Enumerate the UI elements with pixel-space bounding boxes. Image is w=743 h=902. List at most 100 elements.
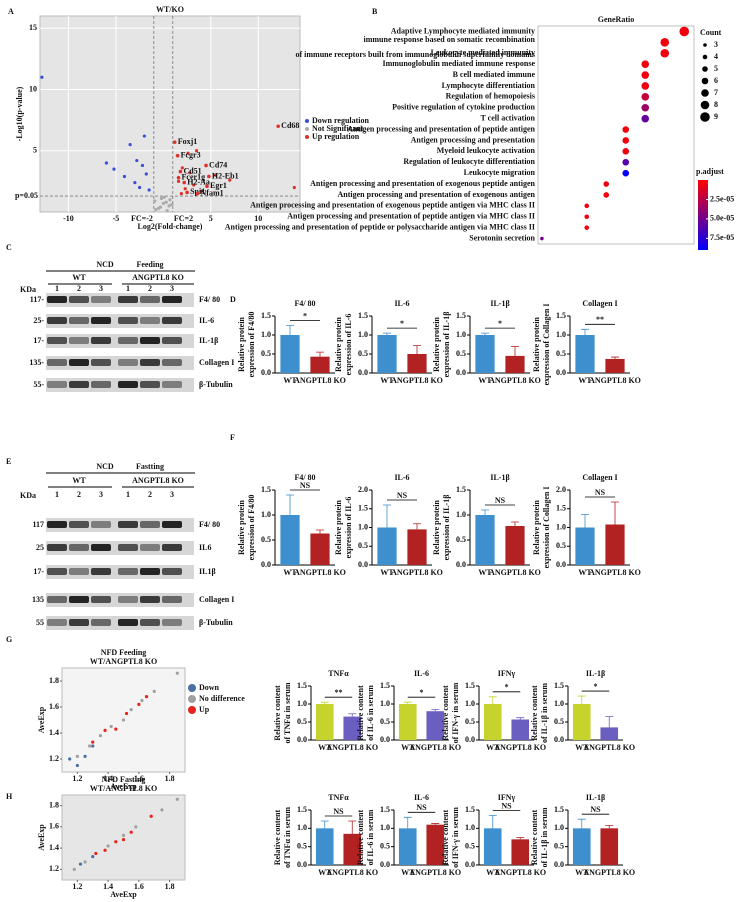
x-tick-label: ANGPTL8 KO	[409, 743, 461, 752]
bar	[575, 527, 595, 565]
blot-band	[91, 619, 111, 626]
bar	[398, 828, 417, 865]
y-tick-label: 1.4	[49, 843, 59, 852]
legend-label: No difference	[199, 694, 245, 703]
marker-label: 117	[32, 520, 44, 529]
y-axis-label: expression of IL-1β	[442, 495, 451, 561]
error-bar	[383, 332, 391, 335]
dot	[622, 158, 630, 166]
protein-label: β-Tubulin	[199, 618, 233, 627]
point	[162, 195, 166, 199]
y-axis-label: Relative protein	[432, 500, 441, 555]
term-label: Positive regulation of cytokine producti…	[392, 103, 535, 112]
y-tick-label: 0.5	[380, 717, 390, 726]
y-axis-label: Relative protein	[532, 317, 541, 372]
blot-band	[140, 544, 160, 551]
y-axis-label: of TNFα in serum	[283, 682, 292, 743]
error-bar	[431, 823, 440, 825]
legend-marker	[305, 119, 309, 123]
y-tick-label: 0.5	[297, 717, 307, 726]
error-bar	[320, 820, 329, 829]
y-tick-label: 0.5	[358, 541, 368, 550]
chart-title: IFNγ	[498, 669, 516, 678]
blot-band	[69, 296, 89, 303]
point	[158, 205, 163, 209]
y-axis-label: AveExp	[37, 824, 46, 851]
y-axis-label: Relative content	[273, 810, 282, 866]
blot-band	[140, 568, 160, 575]
legend-title: p.adjust	[696, 167, 724, 176]
point	[140, 163, 145, 168]
point-label: Cd74	[209, 160, 227, 169]
significance-label: *	[505, 683, 509, 692]
y-tick-label: 0.5	[261, 535, 271, 544]
y-tick-label: 0.0	[554, 860, 564, 869]
dot	[641, 93, 650, 101]
bar	[505, 526, 525, 565]
size-legend-dot	[700, 112, 710, 122]
term-label: of immune receptors built from immunoglo…	[296, 50, 536, 59]
significance-label: **	[335, 688, 343, 697]
point	[147, 188, 151, 192]
error-bar	[488, 696, 497, 704]
y-axis-label: Relative protein	[432, 317, 441, 372]
chart-title: WT/ANGPTL8 KO	[90, 784, 157, 793]
significance-label: NS	[333, 807, 344, 816]
point	[175, 671, 179, 675]
y-tick-label: 1.0	[456, 330, 466, 339]
blot-band	[47, 317, 67, 324]
error-bar	[516, 837, 525, 840]
y-tick-label: 0.5	[358, 349, 368, 358]
point	[186, 151, 190, 155]
chart-title: Collagen I	[582, 299, 617, 308]
y-tick-label: 0.5	[456, 535, 466, 544]
blot-band	[47, 337, 67, 344]
blot-band	[140, 337, 160, 344]
legend-marker	[188, 695, 196, 703]
lane-label: 3	[99, 284, 103, 293]
point	[91, 740, 95, 744]
blot-band	[162, 544, 182, 551]
blot-band	[91, 544, 111, 551]
term-label: immune response based on somatic recombi…	[364, 35, 536, 44]
significance-label: *	[400, 319, 404, 328]
blot-band	[118, 317, 138, 324]
blot-band	[47, 544, 67, 551]
chart-title: IL-1β	[586, 793, 605, 802]
point	[170, 203, 174, 207]
x-tick-label: WT	[380, 568, 394, 577]
protein-label: β-Tubulin	[199, 380, 233, 389]
lane-label: 1	[55, 490, 59, 499]
y-axis-label: of IL-6 in serum	[366, 685, 375, 741]
y-tick-label: 2.0	[556, 485, 566, 494]
legend-marker	[188, 706, 196, 714]
annotated-point	[207, 174, 211, 179]
error-bar	[413, 523, 421, 530]
y-tick-label: 0.5	[380, 841, 390, 850]
point	[124, 711, 129, 716]
bar	[600, 828, 619, 865]
y-tick-label: 0.0	[358, 368, 368, 377]
size-legend-label: 3	[714, 40, 718, 49]
error-bar	[431, 709, 440, 712]
point	[83, 860, 87, 864]
y-tick-label: 1.0	[358, 330, 368, 339]
error-bar	[605, 825, 614, 829]
colorbar-label: 5.0e-05	[710, 214, 734, 223]
point-label: Fcer1g	[182, 173, 206, 182]
y-tick-label: 0.0	[554, 735, 564, 744]
significance-label: NS	[590, 805, 601, 814]
legend-label: Down regulation	[312, 116, 370, 125]
blot-band	[118, 296, 138, 303]
bar	[377, 527, 397, 565]
panel-label: G	[6, 635, 12, 644]
point	[88, 744, 92, 748]
blot-band	[140, 296, 160, 303]
blot-band	[47, 381, 67, 388]
y-tick-label: 1.5	[456, 485, 466, 494]
lane-label: 2	[148, 490, 152, 499]
y-axis-label: of IFN-γ in serum	[451, 807, 460, 868]
protein-label: Collagen I	[199, 595, 234, 604]
annotated-point	[178, 169, 183, 174]
y-tick-label: 1.0	[261, 510, 271, 519]
